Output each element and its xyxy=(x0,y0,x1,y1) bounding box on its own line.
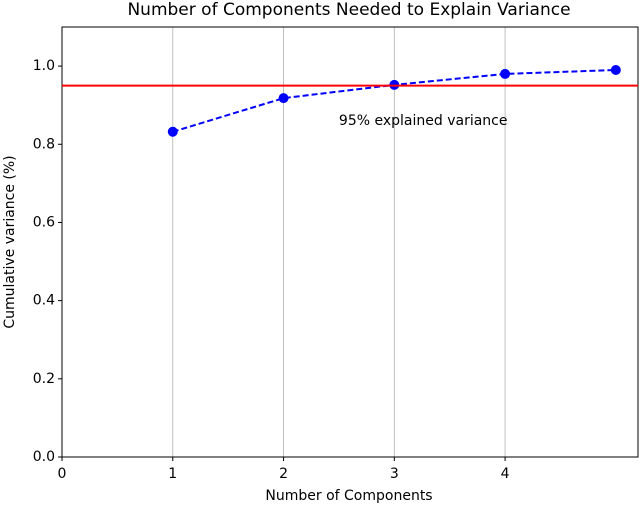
x-axis-label: Number of Components xyxy=(265,488,432,504)
x-tick-label: 4 xyxy=(501,466,510,482)
y-tick-label: 0.0 xyxy=(33,449,55,465)
x-tick-label: 1 xyxy=(168,466,177,482)
point xyxy=(278,93,289,104)
y-tick-label: 0.4 xyxy=(33,293,55,309)
x-tick-label: 2 xyxy=(279,466,288,482)
y-tick-label: 0.2 xyxy=(33,371,55,387)
point xyxy=(167,126,178,137)
y-tick-label: 0.8 xyxy=(33,136,55,152)
annotation: 95% explained variance xyxy=(339,113,508,129)
y-axis-label: Cumulative variance (%) xyxy=(2,155,18,328)
x-tick-label: 3 xyxy=(390,466,399,482)
point xyxy=(610,65,621,75)
x-tick-label: 0 xyxy=(58,466,67,482)
chart-title: Number of Components Needed to Explain V… xyxy=(127,0,570,20)
plot-frame xyxy=(61,26,639,458)
y-tick-label: 0.6 xyxy=(33,214,55,230)
y-tick-label: 1.0 xyxy=(33,58,55,74)
point xyxy=(500,68,511,79)
